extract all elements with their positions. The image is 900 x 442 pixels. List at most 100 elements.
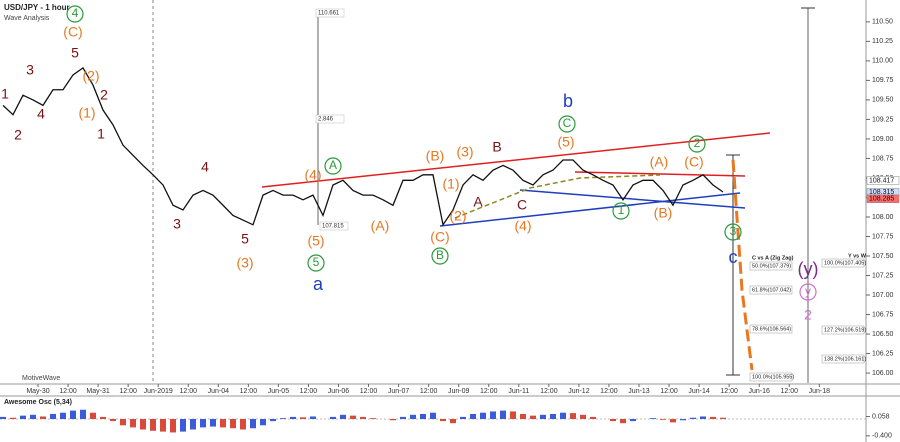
x-tick-label: Jun-18 (809, 388, 831, 395)
wave-circle (799, 283, 817, 301)
osc-bar (220, 419, 226, 428)
osc-bar (530, 415, 536, 419)
chart-title: USD/JPY - 1 hour (4, 3, 70, 12)
osc-bar (260, 419, 266, 426)
x-tick-label: Jun-16 (748, 388, 770, 395)
wave-label: b (563, 91, 573, 111)
x-tick-label: Jun-07 (388, 388, 410, 395)
x-tick-label: Jun-14 (688, 388, 710, 395)
fib-label: 100.0%(105.955) (752, 374, 794, 380)
osc-bar (160, 419, 166, 432)
osc-bar (150, 419, 156, 431)
osc-bar (90, 412, 96, 419)
wave-label: (2) (82, 68, 99, 84)
wave-circle (558, 115, 576, 133)
wave-label: c (729, 247, 738, 267)
osc-bar (190, 419, 196, 430)
x-tick-label: Jun-12 (568, 388, 590, 395)
osc-bar (240, 419, 246, 430)
osc-bar (690, 417, 696, 419)
osc-bar (440, 419, 446, 422)
trend-line (574, 171, 746, 177)
fib-label: 50.0%(107.379) (752, 263, 791, 269)
wave-label: (5) (557, 134, 574, 150)
wave-label: a (313, 274, 324, 294)
osc-bar (300, 417, 306, 419)
fib-label: 127.2%(106.519) (824, 327, 866, 333)
wave-circle (724, 223, 742, 241)
x-tick-label: 12:00 (660, 388, 678, 395)
x-tick-label: 12:00 (300, 388, 318, 395)
wave-label: (4) (514, 218, 531, 234)
osc-bar (670, 419, 676, 423)
osc-bar (700, 416, 706, 419)
x-tick-label: 12:00 (780, 388, 798, 395)
y-tick-label: 108.00 (872, 214, 894, 221)
osc-bar (560, 412, 566, 419)
wave-label: C (517, 197, 527, 213)
wave-label: 2 (694, 136, 701, 150)
osc-bar (580, 414, 586, 419)
x-tick-label: Jun-05 (268, 388, 290, 395)
y-tick-label: 107.25 (872, 272, 894, 279)
x-tick-label: 12:00 (720, 388, 738, 395)
y-tick-label: 106.75 (872, 311, 894, 318)
osc-bar (340, 414, 346, 419)
wave-label: y (805, 284, 811, 298)
wave-circle (66, 5, 84, 23)
osc-bar (290, 416, 296, 419)
y-tick-label: 106.25 (872, 350, 894, 357)
y-tick-label: 107.75 (872, 233, 894, 240)
y-tick-label: 110.25 (872, 38, 893, 45)
osc-bar (620, 419, 626, 424)
wave-label: 3 (173, 216, 181, 232)
osc-bar (540, 414, 546, 419)
price-tag (866, 194, 900, 203)
osc-bar (520, 413, 526, 419)
osc-bar (500, 410, 506, 419)
osc-bar (80, 409, 86, 419)
measure-label: 107.815 (322, 224, 344, 230)
fib-label: Y vs W (848, 253, 867, 259)
wave-label: (B) (654, 205, 673, 221)
osc-bar (510, 411, 516, 419)
osc-bar (430, 412, 436, 419)
x-tick-label: Jun-11 (508, 388, 529, 395)
osc-bar (370, 418, 376, 419)
osc-bar (200, 419, 206, 428)
x-tick-label: 12:00 (119, 388, 137, 395)
osc-bar (680, 419, 686, 421)
osc-bar (570, 413, 576, 419)
panel-title: Awesome Osc (5,34) (4, 399, 72, 406)
wave-label: (C) (684, 154, 703, 170)
wave-label: (4) (304, 167, 321, 183)
osc-tick-label: 0.058 (872, 413, 890, 420)
wave-label: 2 (100, 87, 108, 103)
wave-label: 2 (804, 307, 812, 323)
wave-label: 1 (618, 203, 625, 217)
osc-bar (360, 416, 366, 419)
fib-box (821, 325, 865, 335)
wave-label: 3 (730, 224, 737, 238)
osc-bar (10, 417, 16, 419)
price-tag-label: 108.315 (869, 189, 894, 196)
osc-bar (140, 419, 146, 430)
x-tick-label: 12:00 (240, 388, 258, 395)
wave-label: (2) (449, 208, 466, 224)
fib-box (749, 261, 793, 271)
fib-box (749, 324, 793, 334)
osc-bar (550, 413, 556, 419)
wave-label: (3) (236, 255, 253, 271)
x-tick-label: 12:00 (480, 388, 498, 395)
trend-line (439, 192, 741, 227)
y-tick-label: 108.75 (872, 155, 894, 162)
osc-bar (110, 419, 116, 422)
y-tick-label: 109.25 (872, 116, 894, 123)
osc-bar (210, 419, 216, 427)
wave-label: B (492, 139, 501, 155)
osc-bar (480, 412, 486, 419)
wave-label: 1 (97, 126, 105, 142)
wave-label: (y) (798, 259, 819, 279)
osc-bar (650, 418, 656, 419)
